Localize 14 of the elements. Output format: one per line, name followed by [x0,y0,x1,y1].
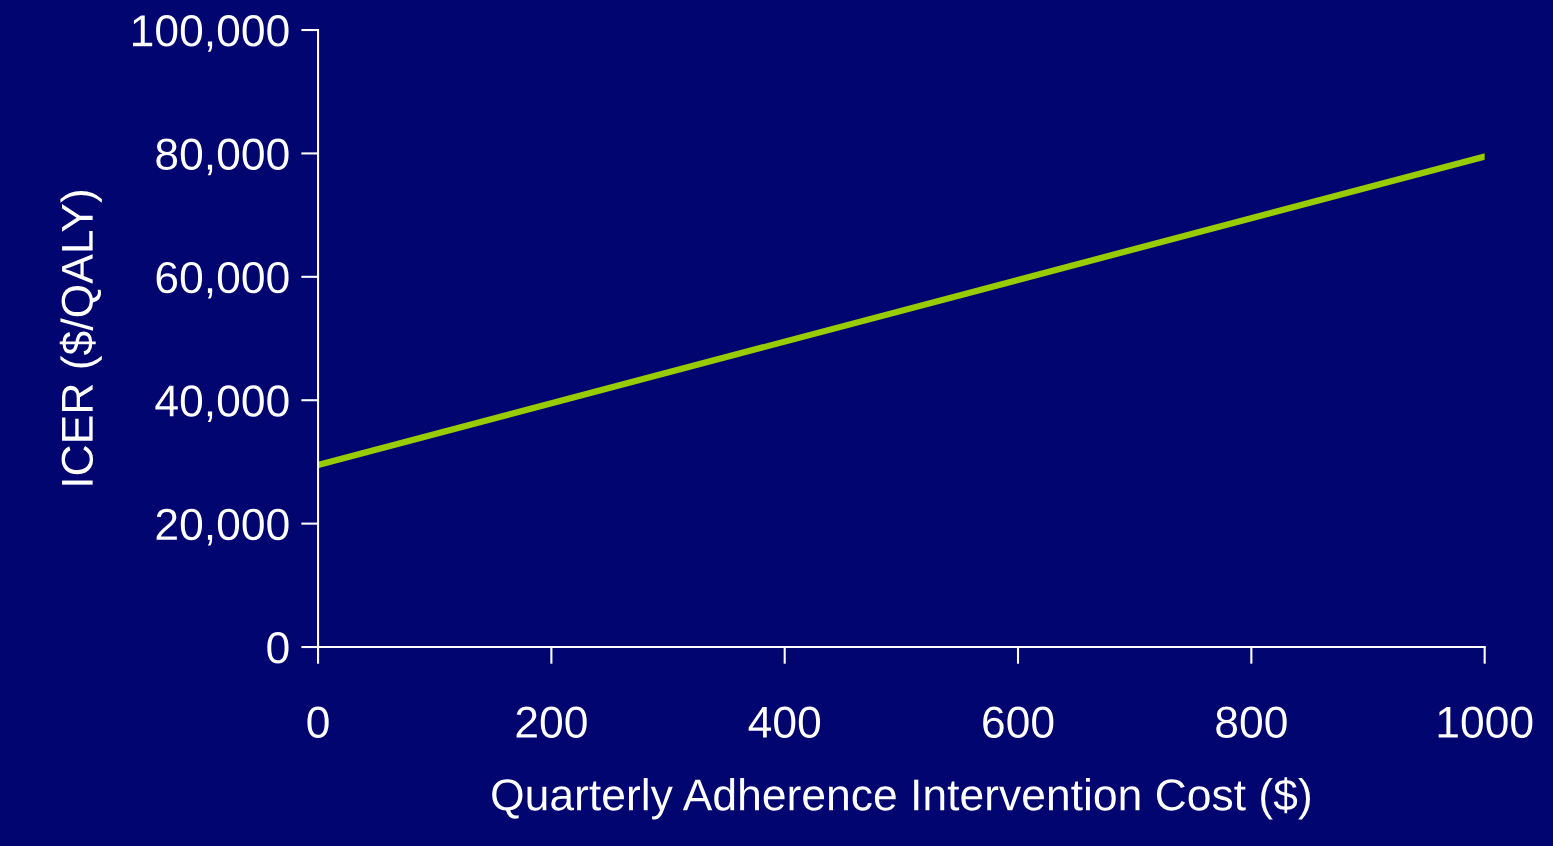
x-tick-label: 400 [748,706,821,738]
y-tick-label: 40,000 [155,385,289,423]
x-tick-label: 800 [1216,706,1287,738]
x-tick-label: 200 [516,706,587,738]
x-tick-label: 0 [307,706,329,738]
y-tick-label: 60,000 [156,261,289,299]
y-tick-label: 0 [267,632,289,664]
y-tick-label: 80,000 [156,138,289,176]
x-tick-label: 1000 [1438,706,1533,738]
y-tick-label: 20,000 [156,508,289,546]
y-tick-label: 100,000 [133,15,289,52]
x-axis-title: Quarterly Adherence Intervention Cost ($) [492,777,1310,820]
x-tick-label: 600 [983,706,1054,738]
y-axis-title: ICER ($/QALY) [59,191,102,485]
